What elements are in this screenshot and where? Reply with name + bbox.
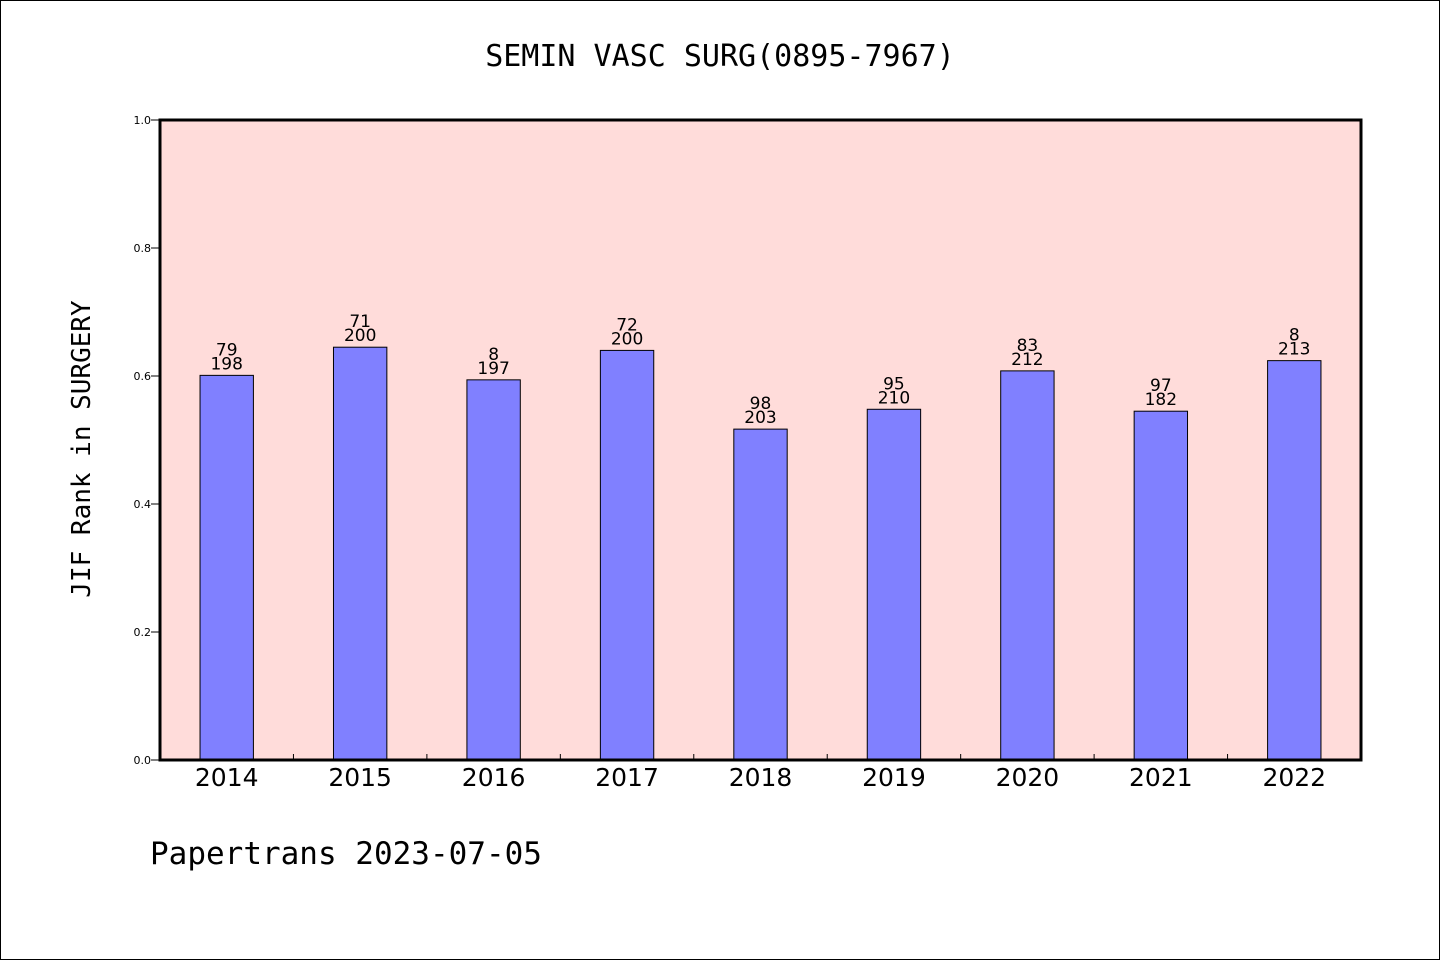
bar-2014 <box>199 374 254 761</box>
x-tick-label: 2019 <box>862 763 926 792</box>
y-tick-label: 0.6 <box>134 370 152 383</box>
bar-2022 <box>1267 360 1322 761</box>
bar-total-label: 203 <box>744 408 776 428</box>
x-tick-label: 2015 <box>328 763 392 792</box>
bar-rank-label: 98 <box>750 394 772 414</box>
x-tick-label: 2022 <box>1262 763 1326 792</box>
bar-rank-label: 83 <box>1017 336 1039 356</box>
bar-rank-label: 8 <box>488 345 499 365</box>
bar-rank-label: 97 <box>1150 376 1172 396</box>
x-tick-label: 2016 <box>462 763 526 792</box>
x-tick-label: 2014 <box>195 763 259 792</box>
y-tick-label: 0.4 <box>134 498 152 511</box>
bar-2020 <box>1000 370 1055 761</box>
chart-title: SEMIN VASC SURG(0895-7967) <box>485 39 955 74</box>
y-axis-label: JIF Rank in SURGERY <box>67 300 97 598</box>
bar-rank-label: 95 <box>883 374 905 394</box>
y-tick-label: 1.0 <box>134 114 152 127</box>
bar-total-label: 200 <box>344 326 376 346</box>
y-axis-ticks: 0.0 0.2 0.4 0.6 0.8 1.0 <box>134 114 160 767</box>
bar-rank-label: 79 <box>216 340 238 360</box>
bar-total-label: 198 <box>210 354 242 374</box>
x-axis-ticks: 2014 2015 2016 2017 2018 2019 2020 2021 2022 <box>195 754 1326 792</box>
plot-border <box>158 118 1363 762</box>
footer-watermark: Papertrans 2023-07-05 <box>150 836 542 872</box>
bar-2019 <box>866 408 922 761</box>
x-tick-label: 2021 <box>1129 763 1193 792</box>
y-tick-label: 0.2 <box>134 626 152 639</box>
bar-rank-label: 72 <box>616 315 638 335</box>
y-tick-label: 0.8 <box>134 242 152 255</box>
x-tick-label: 2018 <box>729 763 793 792</box>
bar-rank-label: 8 <box>1289 326 1300 346</box>
bar-2016 <box>466 379 521 761</box>
bar-total-label: 200 <box>611 329 643 349</box>
bar-total-label: 213 <box>1278 340 1310 360</box>
y-tick-label: 0.0 <box>134 754 152 767</box>
bar-2015 <box>332 346 388 761</box>
x-tick-label: 2020 <box>996 763 1060 792</box>
bar-total-label: 210 <box>878 388 910 408</box>
bar-2017 <box>599 349 655 761</box>
bar-2018 <box>733 428 788 761</box>
x-tick-label: 2017 <box>595 763 659 792</box>
bar-rank-label: 71 <box>349 312 371 332</box>
bar-total-label: 197 <box>477 359 509 379</box>
bar-total-label: 212 <box>1011 350 1043 370</box>
bar-total-label: 182 <box>1145 390 1177 410</box>
bars: 7919871200819772200982039521083212971828… <box>199 312 1322 761</box>
bar-2021 <box>1133 410 1189 761</box>
